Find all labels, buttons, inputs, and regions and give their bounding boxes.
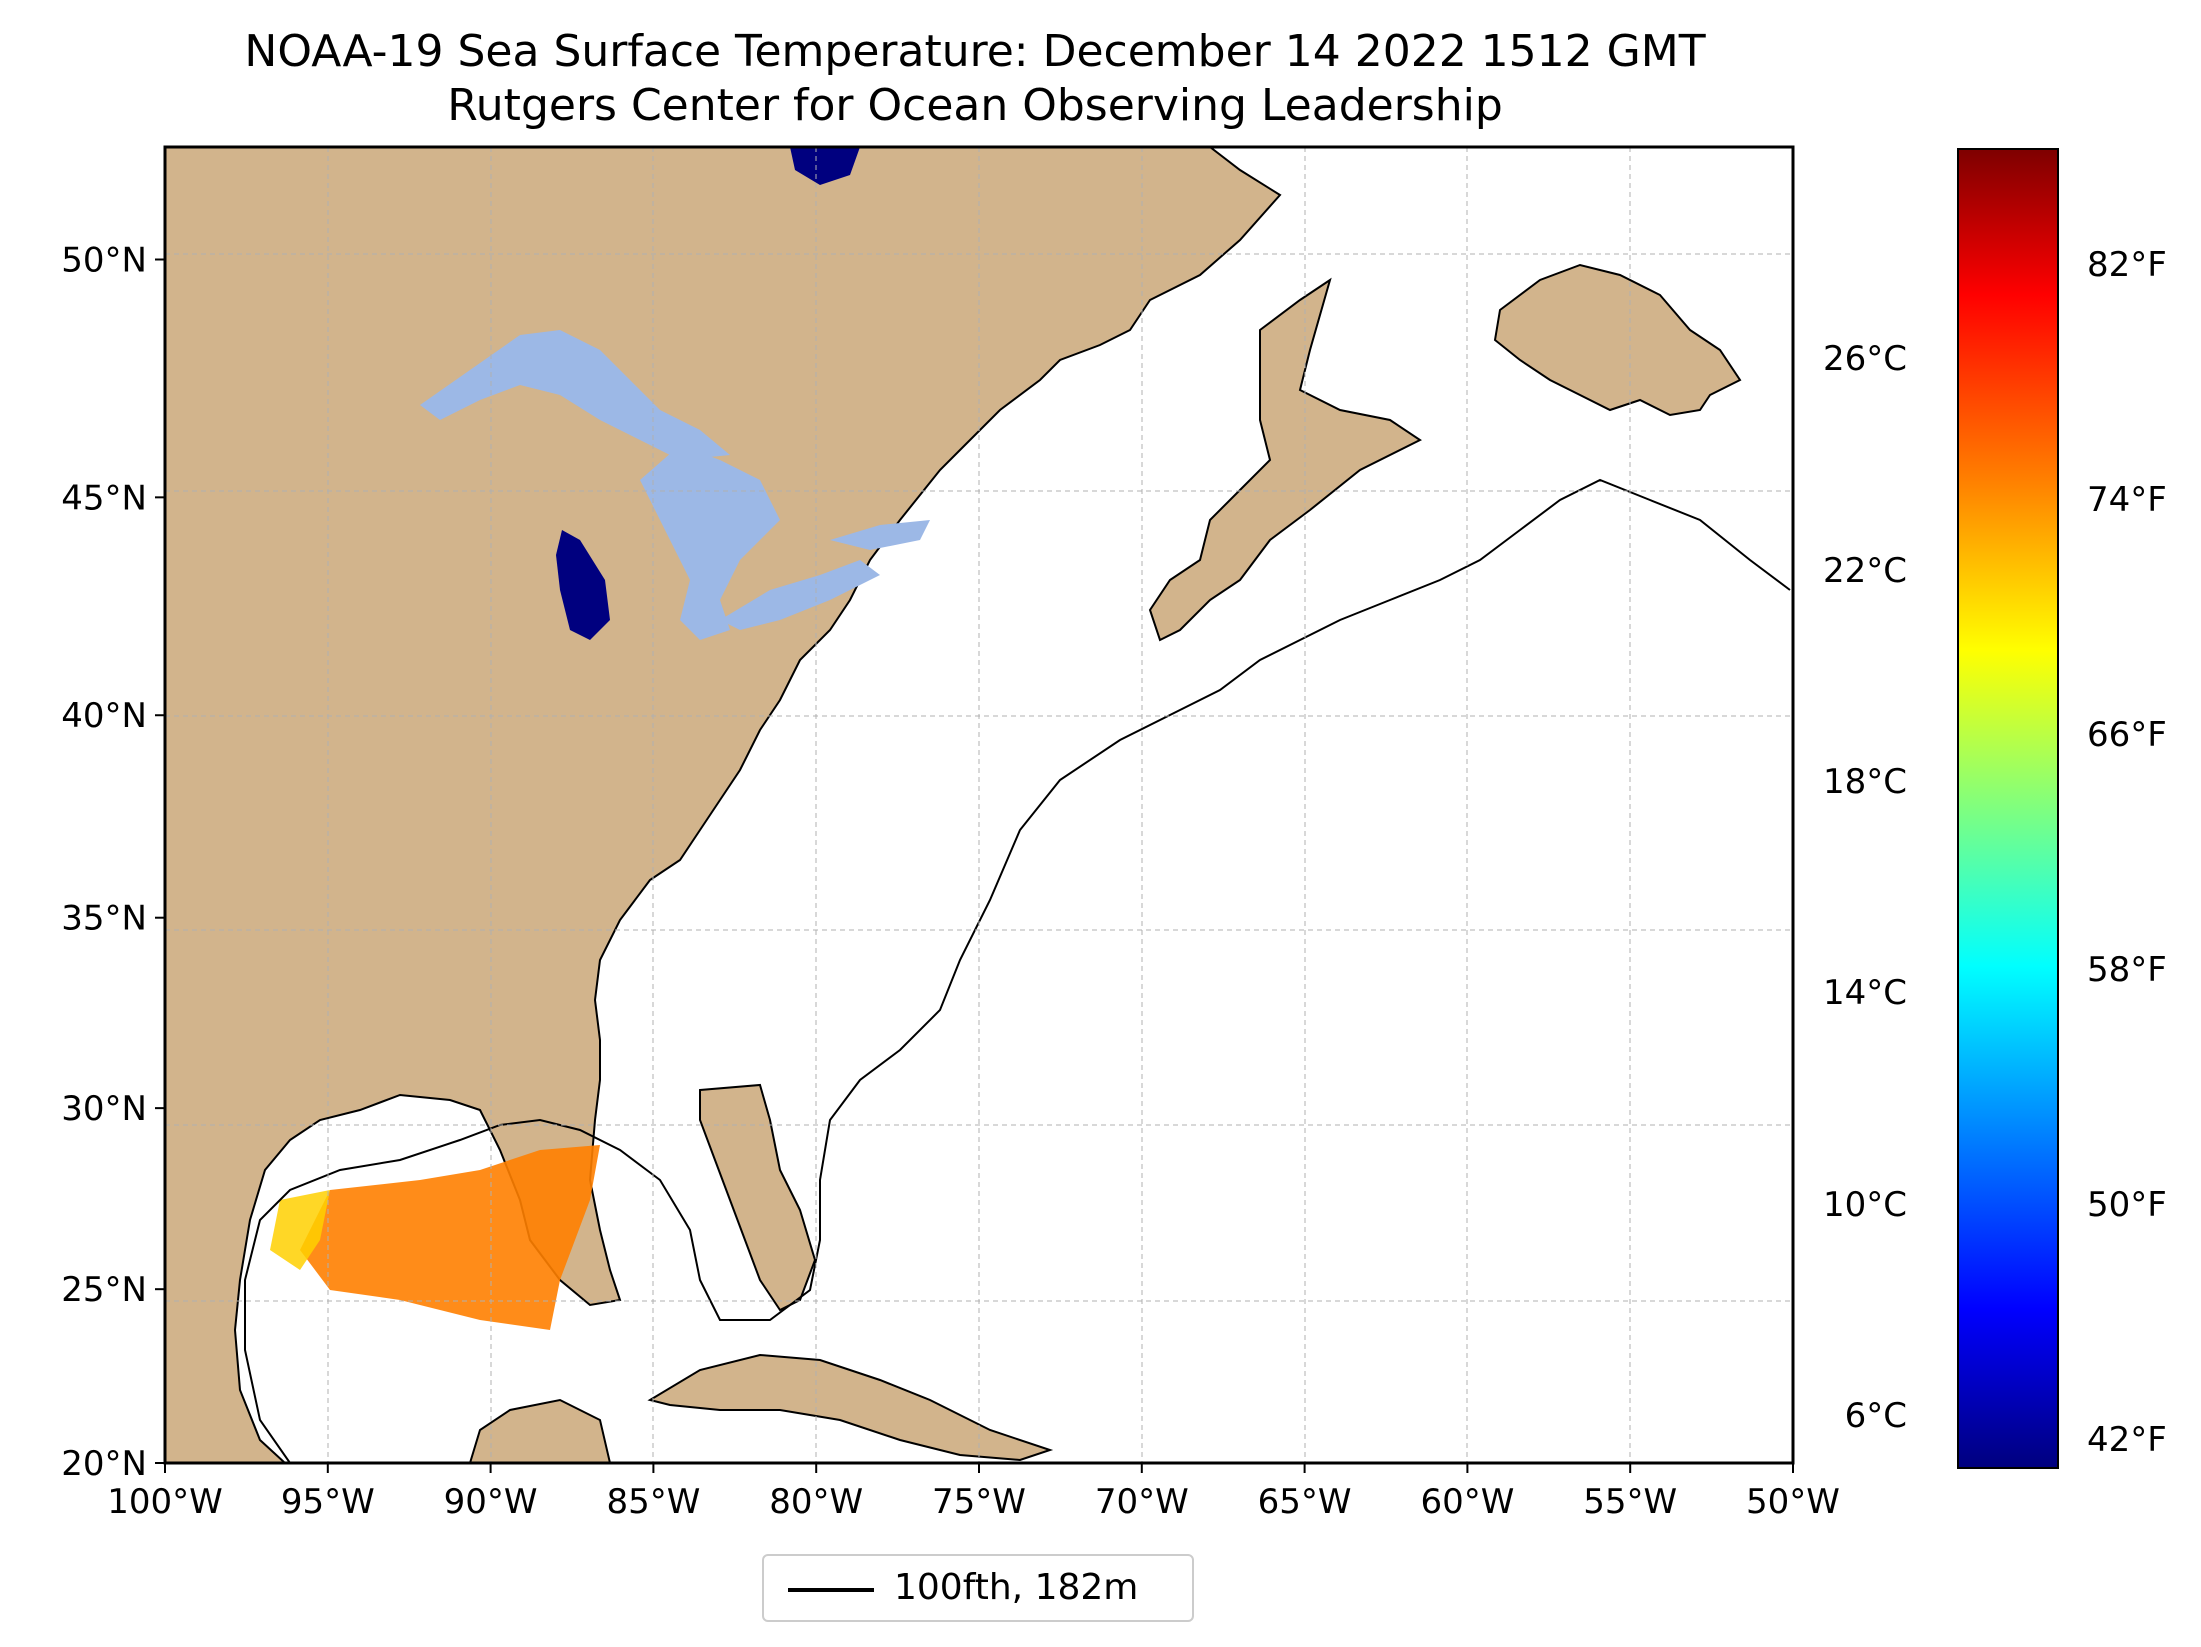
lon-tick-label: 100°W xyxy=(107,1482,223,1522)
fahrenheit-tick-label: 50°F xyxy=(2087,1184,2167,1225)
celsius-tick-label: 10°C xyxy=(1822,1184,1907,1225)
fahrenheit-tick-label: 66°F xyxy=(2087,715,2167,756)
celsius-tick-label: 6°C xyxy=(1844,1396,1907,1437)
lake-michigan xyxy=(556,530,610,640)
lon-tick-label: 90°W xyxy=(444,1482,538,1522)
lat-tick-label: 35°N xyxy=(61,899,147,939)
fahrenheit-tick-label: 74°F xyxy=(2087,480,2167,521)
celsius-tick-label: 14°C xyxy=(1822,973,1907,1014)
lat-tick-label: 40°N xyxy=(61,696,147,736)
celsius-tick-label: 26°C xyxy=(1822,339,1907,380)
lon-tick-label: 80°W xyxy=(769,1482,863,1522)
lon-tick-label: 50°W xyxy=(1746,1482,1840,1522)
lat-tick-label: 50°N xyxy=(61,240,147,280)
lat-tick-label: 30°N xyxy=(61,1089,147,1129)
lake-huron xyxy=(640,445,780,640)
isobath-100fth xyxy=(244,478,1791,1463)
lon-tick-label: 70°W xyxy=(1095,1482,1189,1522)
longitude-axis: 100°W 95°W 90°W 85°W 80°W 75°W 70°W 65°W 60°W 55°… xyxy=(107,1463,1840,1522)
latitude-axis: 50°N 45°N 40°N 35°N 30°N 25°N 20°N xyxy=(61,240,165,1484)
lat-tick-label: 45°N xyxy=(61,478,147,518)
lon-tick-label: 75°W xyxy=(932,1482,1026,1522)
temperature-colorbar xyxy=(1957,148,2059,1469)
sst-swath xyxy=(300,1145,600,1330)
lon-tick-label: 85°W xyxy=(606,1482,700,1522)
cuba-land xyxy=(647,1353,1054,1462)
north-america-land xyxy=(165,147,1282,1463)
lake-nipigon xyxy=(790,147,860,185)
maritimes-land xyxy=(1148,277,1422,642)
lake-ontario xyxy=(830,520,930,550)
sst-swath-yellow xyxy=(270,1190,330,1270)
lon-tick-label: 60°W xyxy=(1420,1482,1514,1522)
lon-tick-label: 95°W xyxy=(281,1482,375,1522)
isobath-legend: 100fth, 182m xyxy=(762,1554,1194,1622)
fahrenheit-tick-label: 58°F xyxy=(2087,949,2167,990)
map-subtitle: Rutgers Center for Ocean Observing Leade… xyxy=(447,80,1503,131)
newfoundland-land xyxy=(1493,263,1742,417)
celsius-tick-label: 18°C xyxy=(1822,762,1907,803)
lon-tick-label: 55°W xyxy=(1583,1482,1677,1522)
lat-tick-label: 25°N xyxy=(61,1270,147,1310)
lon-tick-label: 65°W xyxy=(1258,1482,1352,1522)
fahrenheit-tick-label: 42°F xyxy=(2087,1419,2167,1460)
lake-erie xyxy=(720,560,880,630)
celsius-tick-label: 22°C xyxy=(1822,550,1907,591)
map-title: NOAA-19 Sea Surface Temperature: Decembe… xyxy=(244,26,1706,77)
legend-label: 100fth, 182m xyxy=(894,1567,1139,1608)
lat-tick-label: 20°N xyxy=(61,1444,147,1484)
legend-line-swatch xyxy=(788,1588,874,1592)
fahrenheit-tick-label: 82°F xyxy=(2087,245,2167,286)
yucatan-land xyxy=(468,1398,612,1463)
gridlines xyxy=(165,147,1793,1463)
